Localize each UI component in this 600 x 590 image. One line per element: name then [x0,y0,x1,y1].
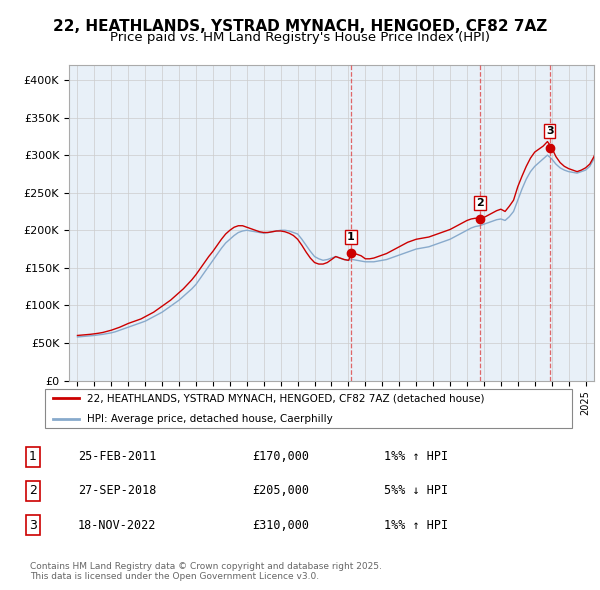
Text: 3: 3 [29,519,37,532]
Text: 1%% ↑ HPI: 1%% ↑ HPI [384,519,448,532]
Text: 2: 2 [476,198,484,208]
Text: 2: 2 [29,484,37,497]
Bar [550,65,594,381]
Text: Contains HM Land Registry data © Crown copyright and database right 2025.
This d: Contains HM Land Registry data © Crown c… [30,562,382,581]
Text: 27-SEP-2018: 27-SEP-2018 [78,484,157,497]
Text: 1: 1 [29,450,37,463]
Text: 22, HEATHLANDS, YSTRAD MYNACH, HENGOED, CF82 7AZ: 22, HEATHLANDS, YSTRAD MYNACH, HENGOED, … [53,19,547,34]
Text: 18-NOV-2022: 18-NOV-2022 [78,519,157,532]
Text: £205,000: £205,000 [252,484,309,497]
Text: HPI: Average price, detached house, Caerphilly: HPI: Average price, detached house, Caer… [88,414,333,424]
Bar [351,65,479,381]
Text: 22, HEATHLANDS, YSTRAD MYNACH, HENGOED, CF82 7AZ (detached house): 22, HEATHLANDS, YSTRAD MYNACH, HENGOED, … [88,394,485,404]
Text: Price paid vs. HM Land Registry's House Price Index (HPI): Price paid vs. HM Land Registry's House … [110,31,490,44]
Text: £310,000: £310,000 [252,519,309,532]
Text: £170,000: £170,000 [252,450,309,463]
Text: 5%% ↓ HPI: 5%% ↓ HPI [384,484,448,497]
Text: 3: 3 [546,126,553,136]
Text: 1: 1 [347,231,355,241]
Text: 1%% ↑ HPI: 1%% ↑ HPI [384,450,448,463]
Text: 25-FEB-2011: 25-FEB-2011 [78,450,157,463]
FancyBboxPatch shape [44,389,572,428]
